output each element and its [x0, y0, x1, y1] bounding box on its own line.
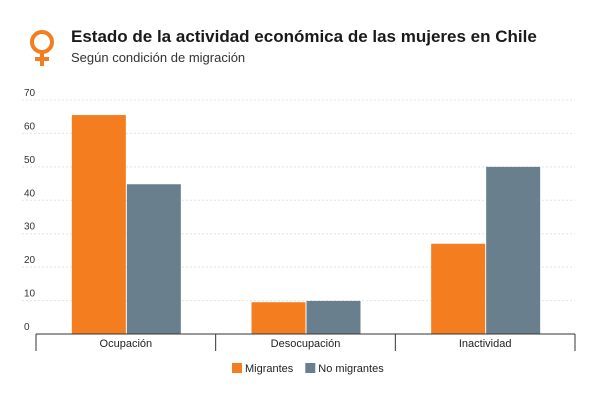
- bar-migrantes-2: [431, 243, 486, 334]
- bar-no-migrantes-2: [486, 166, 541, 334]
- x-axis: [35, 333, 576, 351]
- y-tick-label: 40: [24, 188, 36, 199]
- legend-swatch: [305, 363, 316, 373]
- y-axis-ticks: 0 10 20 30 40 50 60 70: [24, 88, 36, 333]
- y-tick-label: 50: [24, 155, 36, 166]
- category-labels: Ocupación Desocupación Inactividad: [100, 338, 512, 350]
- x-category-label: Ocupación: [100, 338, 153, 350]
- bar-no-migrantes-0: [126, 184, 181, 334]
- legend: Migrantes No migrantes: [232, 363, 384, 375]
- bar-no-migrantes-1: [306, 300, 361, 334]
- y-tick-label: 10: [24, 289, 36, 300]
- legend-label: Migrantes: [245, 363, 294, 375]
- x-category-label: Inactividad: [459, 338, 512, 350]
- y-tick-label: 0: [24, 322, 30, 333]
- y-tick-label: 70: [24, 88, 36, 99]
- bar-migrantes-0: [71, 115, 126, 335]
- chart-title: Estado de la actividad económica de las …: [71, 27, 537, 46]
- legend-label: No migrantes: [318, 363, 384, 375]
- y-tick-label: 30: [24, 222, 36, 233]
- bar-migrantes-1: [251, 302, 306, 334]
- x-category-label: Desocupación: [271, 338, 341, 350]
- chart-subtitle: Según condición de migración: [71, 50, 245, 65]
- female-symbol-icon: [30, 30, 54, 66]
- y-tick-label: 60: [24, 121, 36, 132]
- bars: [71, 115, 541, 335]
- legend-swatch: [232, 363, 242, 373]
- y-tick-label: 20: [24, 255, 36, 266]
